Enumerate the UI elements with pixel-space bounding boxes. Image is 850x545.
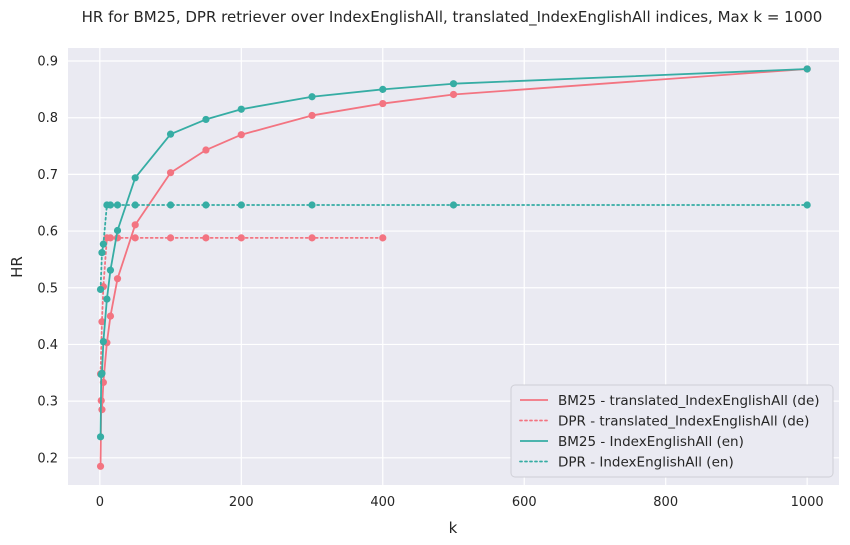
data-point — [449, 201, 458, 209]
data-point — [103, 295, 111, 303]
data-point — [98, 249, 106, 257]
data-point — [202, 201, 210, 209]
y-tick-label: 0.6 — [37, 225, 58, 240]
legend-label: DPR - IndexEnglishAll (en) — [558, 455, 734, 471]
series-line — [99, 236, 384, 375]
data-point — [131, 201, 139, 209]
data-point — [99, 338, 107, 346]
series-layer — [96, 65, 811, 470]
data-point — [202, 115, 210, 124]
data-point — [98, 369, 106, 377]
data-point — [113, 226, 122, 235]
data-point — [449, 90, 458, 99]
y-tick-label: 0.4 — [37, 338, 58, 353]
data-point — [202, 234, 210, 242]
data-point — [98, 406, 106, 414]
x-tick-label: 600 — [512, 495, 537, 510]
series-4 — [96, 201, 811, 294]
data-point — [449, 80, 458, 88]
x-tick-label: 200 — [229, 495, 254, 510]
x-tick-label: 400 — [370, 495, 395, 510]
x-tick-label: 1000 — [791, 495, 824, 510]
data-point — [379, 99, 387, 108]
chart-title: HR for BM25, DPR retriever over IndexEng… — [82, 8, 823, 27]
data-point — [379, 234, 387, 242]
ticks: 0 200 400 600 800 1000 0.2 0.3 0.4 0.5 0.6 0.7 0.8 0.… — [37, 55, 823, 510]
legend-label: BM25 - translated_IndexEnglishAll (de) — [558, 393, 820, 409]
data-point — [106, 201, 115, 209]
data-point — [308, 111, 316, 120]
data-point — [98, 318, 106, 326]
y-tick-label: 0.3 — [37, 395, 58, 410]
data-point — [166, 234, 175, 242]
legend-label: DPR - translated_IndexEnglishAll (de) — [558, 414, 809, 430]
data-point — [803, 201, 811, 209]
data-point — [96, 285, 105, 294]
y-tick-label: 0.7 — [37, 168, 58, 183]
data-point — [106, 266, 115, 274]
data-point — [803, 65, 811, 73]
data-point — [113, 275, 122, 283]
data-point — [99, 240, 107, 248]
legend-label: BM25 - IndexEnglishAll (en) — [558, 434, 744, 450]
grid — [68, 48, 839, 485]
data-point — [308, 234, 316, 242]
data-point — [308, 93, 316, 101]
y-tick-label: 0.8 — [37, 111, 58, 126]
data-point — [237, 105, 245, 113]
data-point — [308, 201, 316, 209]
data-point — [166, 169, 175, 177]
y-tick-label: 0.9 — [37, 55, 58, 70]
data-point — [237, 201, 245, 209]
data-point — [237, 131, 245, 139]
y-axis-label: HR — [8, 256, 26, 278]
series-1 — [96, 65, 811, 470]
y-tick-label: 0.5 — [37, 281, 58, 296]
data-point — [96, 462, 105, 470]
data-point — [166, 130, 175, 138]
data-point — [106, 312, 115, 320]
data-point — [106, 234, 115, 242]
legend-box — [510, 384, 834, 478]
x-tick-label: 0 — [96, 495, 104, 510]
data-point — [166, 201, 175, 209]
data-point — [131, 221, 139, 229]
data-point — [379, 85, 387, 93]
series-3 — [96, 65, 811, 441]
data-point — [113, 201, 122, 209]
data-point — [202, 146, 210, 154]
data-point — [96, 433, 105, 441]
x-tick-label: 800 — [653, 495, 678, 510]
x-axis-label: k — [449, 519, 458, 537]
data-point — [237, 234, 245, 242]
y-tick-label: 0.2 — [37, 451, 58, 466]
legend: BM25 - translated_IndexEnglishAll (de) DP… — [510, 384, 834, 478]
data-point — [131, 174, 139, 182]
data-point — [131, 234, 139, 242]
